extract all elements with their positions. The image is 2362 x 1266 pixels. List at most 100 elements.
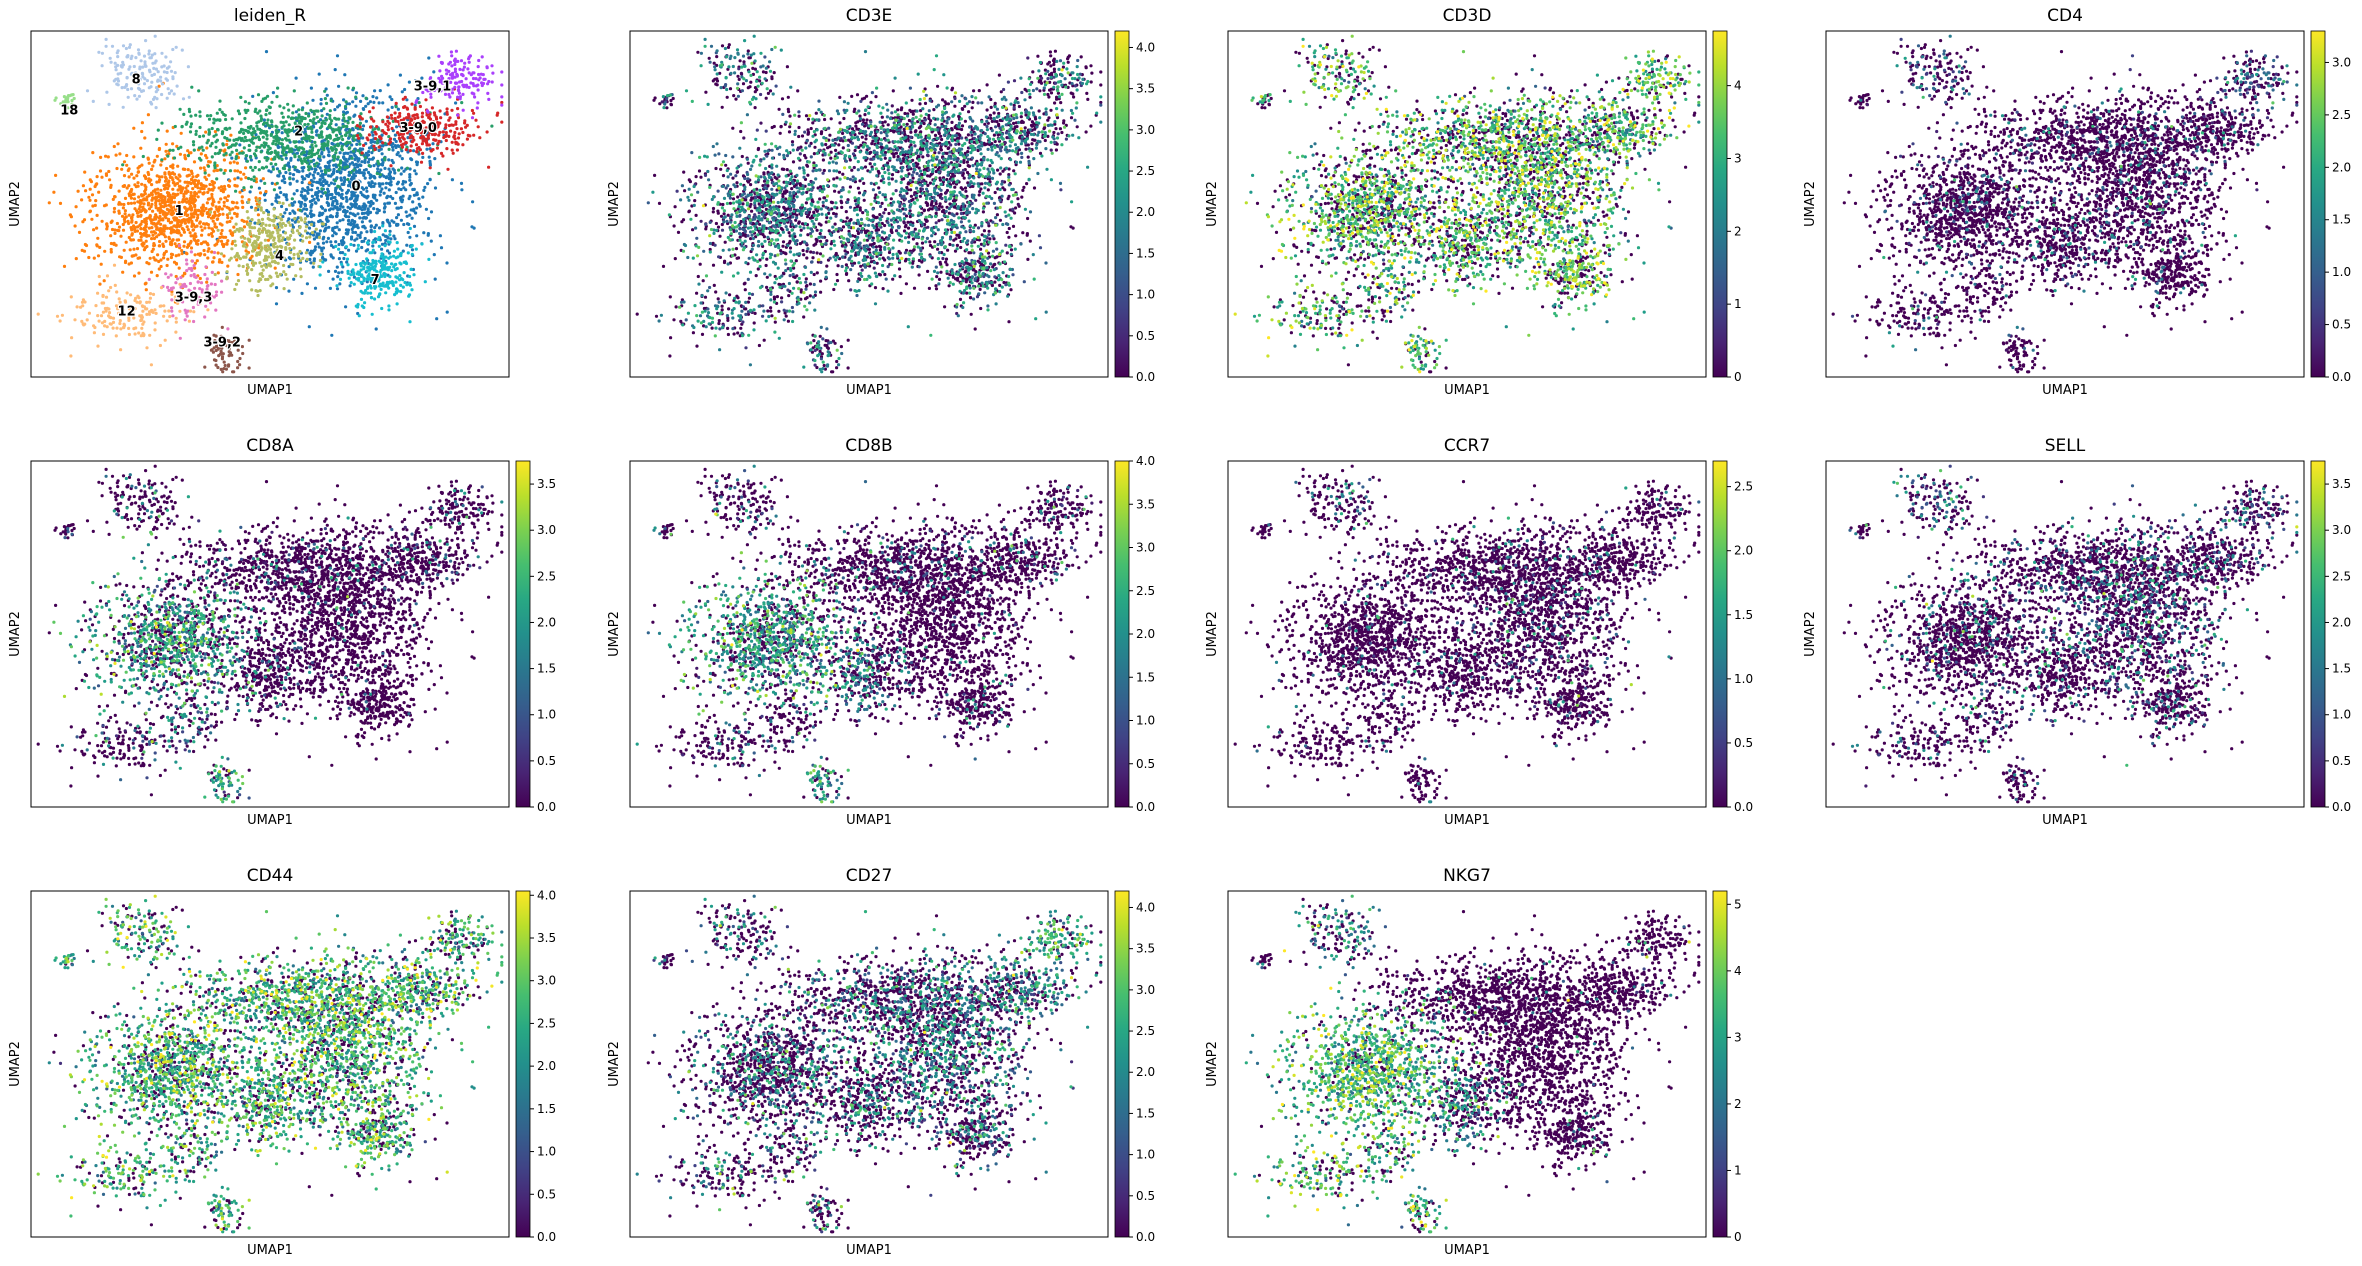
point-7 — [373, 264, 377, 268]
point-0 — [369, 203, 373, 207]
point-2 — [280, 125, 284, 129]
point-3-9,3 — [185, 314, 189, 318]
point-8 — [143, 64, 147, 68]
point-3-9,3 — [181, 296, 185, 300]
point-4 — [261, 274, 265, 278]
point-1 — [193, 212, 197, 216]
point-3-9,1 — [476, 88, 480, 92]
point-1 — [83, 242, 87, 247]
point-2 — [345, 124, 349, 129]
point-1 — [90, 193, 95, 197]
point-1 — [222, 200, 226, 204]
point-0 — [391, 145, 395, 149]
point-1 — [266, 238, 270, 242]
point-4 — [250, 243, 254, 247]
point-0 — [358, 235, 362, 239]
point-0 — [353, 214, 357, 218]
point — [943, 305, 947, 309]
point-3-9,0 — [385, 115, 389, 119]
point-3-9,0 — [455, 127, 459, 131]
point — [934, 211, 938, 215]
point-2 — [254, 136, 258, 140]
point-3-9,0 — [451, 151, 455, 155]
point-8 — [142, 82, 147, 86]
point-0 — [366, 170, 371, 175]
point-1 — [144, 209, 148, 213]
point-8 — [155, 97, 159, 101]
point-2 — [275, 125, 279, 129]
point-2 — [178, 107, 182, 111]
point-1 — [159, 188, 163, 192]
point-2 — [340, 148, 344, 152]
point-4 — [281, 236, 285, 240]
point — [987, 224, 991, 228]
point-12 — [111, 316, 116, 320]
point-2 — [326, 143, 330, 147]
point-8 — [121, 60, 125, 64]
point-2 — [337, 167, 341, 172]
point-2 — [305, 156, 309, 160]
point-2 — [245, 159, 249, 163]
point-0 — [300, 291, 304, 295]
point-0 — [392, 234, 396, 238]
point-0 — [276, 145, 280, 149]
point-4 — [284, 223, 288, 228]
point-1 — [159, 230, 163, 234]
point-3-9,0 — [397, 133, 401, 137]
point-12 — [100, 321, 104, 325]
point-18 — [66, 100, 70, 104]
point-0 — [316, 198, 320, 202]
point-3-9,0 — [399, 118, 403, 122]
point-0 — [359, 99, 363, 103]
point-8 — [167, 91, 171, 95]
point-12 — [96, 291, 100, 295]
point-8 — [129, 87, 134, 91]
point-0 — [290, 218, 294, 222]
point-0 — [405, 214, 409, 218]
point-0 — [408, 213, 412, 217]
point-7 — [379, 254, 383, 258]
point-7 — [363, 262, 367, 266]
point-7 — [380, 252, 384, 256]
point-0 — [275, 167, 279, 171]
point-7 — [403, 280, 407, 285]
point-8 — [186, 65, 190, 69]
point-0 — [287, 265, 291, 269]
point-0 — [342, 155, 346, 160]
point-7 — [399, 277, 403, 281]
point-3-9,0 — [439, 151, 444, 155]
point-3-9,2 — [236, 366, 240, 370]
point-2 — [206, 138, 210, 142]
point-1 — [136, 200, 140, 204]
point — [890, 177, 894, 181]
point-8 — [152, 66, 156, 70]
point-4 — [277, 201, 282, 205]
point-4 — [282, 256, 286, 260]
point-1 — [148, 256, 152, 260]
point-4 — [268, 247, 272, 251]
point-3-9,0 — [384, 122, 388, 126]
point-8 — [165, 96, 169, 100]
point-3-9,1 — [449, 80, 453, 84]
point-1 — [244, 166, 248, 170]
point-1 — [196, 173, 200, 177]
point-7 — [387, 256, 391, 260]
point-3-9,0 — [446, 167, 450, 171]
point-0 — [305, 248, 310, 252]
point-4 — [280, 245, 284, 249]
point-3-9,1 — [486, 91, 490, 95]
point-2 — [308, 118, 312, 123]
point-3-9,1 — [438, 69, 442, 73]
point-12 — [139, 318, 143, 323]
point-7 — [378, 270, 382, 275]
point-1 — [91, 151, 95, 155]
point-0 — [348, 207, 352, 211]
point-3-9,1 — [500, 83, 504, 87]
point-7 — [374, 262, 378, 266]
point-7 — [378, 292, 382, 296]
point-7 — [388, 275, 392, 279]
point-0 — [363, 176, 367, 180]
point-1 — [173, 216, 177, 220]
point-12 — [80, 319, 84, 323]
point-7 — [368, 284, 372, 288]
